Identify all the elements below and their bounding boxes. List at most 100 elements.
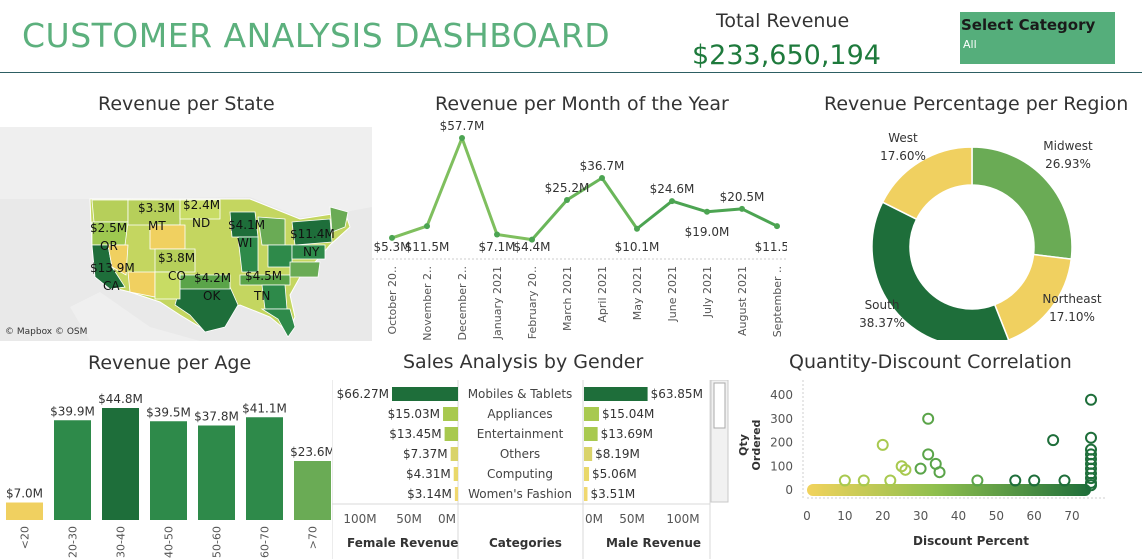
month-data-label: $57.7M [440, 120, 485, 133]
gender-male-axis-label: Male Revenue [606, 536, 702, 550]
age-tick-label: <20 [19, 526, 32, 549]
state-il [237, 236, 259, 273]
gender-category-label: Others [500, 447, 540, 461]
state-tx [174, 286, 239, 333]
month-data-label: $36.7M [580, 159, 625, 173]
region-slice-south [871, 201, 1010, 340]
month-tick-label: February 20.. [526, 266, 539, 339]
region-donut-chart[interactable]: Midwest 26.93% Northeast 17.10% South 38.37% W… [790, 125, 1142, 340]
map-label-or-value: $2.5M [90, 221, 128, 235]
scatter-x-tick: 40 [951, 509, 966, 523]
age-bar-5 [246, 417, 283, 520]
month-point [529, 236, 535, 243]
region-label-percent: 38.37% [859, 316, 905, 330]
month-point [564, 196, 570, 203]
month-data-label: $20.5M [720, 190, 765, 204]
age-chart-title: Revenue per Age [88, 352, 252, 374]
gender-male-bar [584, 387, 648, 401]
map-label-ny-state: NY [303, 245, 320, 259]
scatter-x-tick: 20 [875, 509, 890, 523]
gender-category-label: Mobiles & Tablets [468, 387, 573, 401]
month-line-segment [670, 199, 709, 214]
gender-bar-chart[interactable]: $66.27M Mobiles & Tablets $63.85M $15.03M Ap… [332, 380, 732, 559]
state-va [289, 261, 321, 278]
month-line-segment [530, 198, 569, 242]
month-data-label: $25.2M [545, 181, 590, 195]
state-map-canvas [0, 127, 372, 341]
gender-female-bar [450, 447, 458, 461]
gender-male-label: $5.06M [592, 467, 637, 481]
region-slice-west [881, 146, 973, 221]
map-label-ok-state: OK [203, 289, 221, 303]
month-point [774, 223, 780, 230]
month-data-label: $10.1M [615, 240, 660, 254]
month-data-label: $4.4M [513, 240, 550, 254]
scatter-y-tick: 100 [770, 459, 793, 473]
map-label-tn-value: $4.5M [245, 269, 283, 283]
scatter-point [1085, 472, 1097, 485]
map-label-wi-state: WI [237, 236, 253, 250]
scatter-point [1085, 393, 1097, 406]
scatter-point [933, 466, 946, 479]
scatter-point [922, 412, 935, 425]
scatter-point [1085, 431, 1097, 444]
scatter-x-axis-label: Discount Percent [913, 534, 1029, 548]
age-bar-chart[interactable]: $7.0M <20 $39.9M 20-30 $44.8M 30-40 $39.5M 40-5… [0, 380, 332, 559]
scatter-point [971, 474, 984, 487]
state-map[interactable]: $2.5M OR $3.3M MT $2.4M ND $4.1M WI $11.… [0, 127, 372, 341]
age-tick-label: 50-60 [211, 526, 224, 558]
quantity-discount-scatter[interactable]: 0 10 20 30 40 50 60 70 400 300 200 100 0 [735, 380, 1142, 559]
age-bar-label: $39.5M [146, 405, 191, 419]
month-data-label: $5.3M [373, 240, 410, 254]
map-title: Revenue per State [98, 93, 275, 115]
month-line-segment [495, 232, 534, 242]
age-bar-label: $44.8M [98, 392, 143, 406]
month-line-segment [705, 207, 744, 214]
gender-male-bar [584, 407, 599, 421]
scatter-x-tick: 10 [837, 509, 852, 523]
scatter-point [895, 460, 908, 473]
month-line-segment [425, 136, 464, 228]
month-tick-label: June 2021 [666, 266, 679, 322]
age-bar-label: $41.1M [242, 401, 287, 415]
month-data-label: $11.5M [405, 240, 450, 254]
gender-female-label: $66.27M [337, 387, 389, 401]
gender-female-label: $7.37M [403, 447, 448, 461]
scatter-x-tick: 50 [989, 509, 1004, 523]
region-chart-title: Revenue Percentage per Region [824, 93, 1129, 115]
category-filter-value[interactable]: All [963, 38, 977, 51]
state-wa [91, 199, 129, 223]
scatter-y-tick: 300 [770, 412, 793, 426]
state-nm [154, 271, 181, 300]
scatter-point [1085, 479, 1097, 492]
scatter-point [1009, 474, 1022, 487]
gender-male-tick: 100M [666, 512, 699, 526]
gender-female-label: $3.14M [407, 487, 452, 501]
category-filter[interactable]: Select Category All [960, 12, 1115, 64]
month-chart-title: Revenue per Month of the Year [435, 93, 729, 115]
month-point [459, 135, 465, 141]
scatter-point [914, 462, 927, 475]
map-attribution[interactable]: © Mapbox © OSM [5, 327, 88, 337]
month-tick-label: October 20.. [386, 266, 399, 335]
age-bar-6 [294, 461, 331, 520]
month-point [634, 225, 640, 232]
scatter-point [876, 438, 889, 451]
scatter-y-tick: 0 [785, 483, 793, 497]
month-line-chart[interactable]: $5.3M$11.5M$57.7M$7.1M$4.4M$25.2M$36.7M$… [372, 120, 787, 345]
month-point [599, 175, 605, 182]
region-label-percent: 17.10% [1049, 310, 1095, 324]
dashboard-title: CUSTOMER ANALYSIS DASHBOARD [22, 16, 611, 55]
gender-male-bar [584, 467, 590, 481]
region-label-name: Midwest [1043, 139, 1093, 153]
month-tick-label: November 2.. [421, 266, 434, 341]
gender-category-label: Women's Fashion [468, 487, 572, 501]
scatter-point [899, 463, 912, 476]
gender-category-label: Appliances [487, 407, 552, 421]
gender-female-bar [392, 387, 458, 401]
month-data-label: $19.0M [685, 225, 730, 239]
month-tick-label: August 2021 [736, 266, 749, 336]
map-label-ny-value: $11.4M [290, 227, 335, 241]
month-tick-label: April 2021 [596, 266, 609, 323]
scatter-y-axis-label: Qty Ordered [737, 419, 763, 471]
